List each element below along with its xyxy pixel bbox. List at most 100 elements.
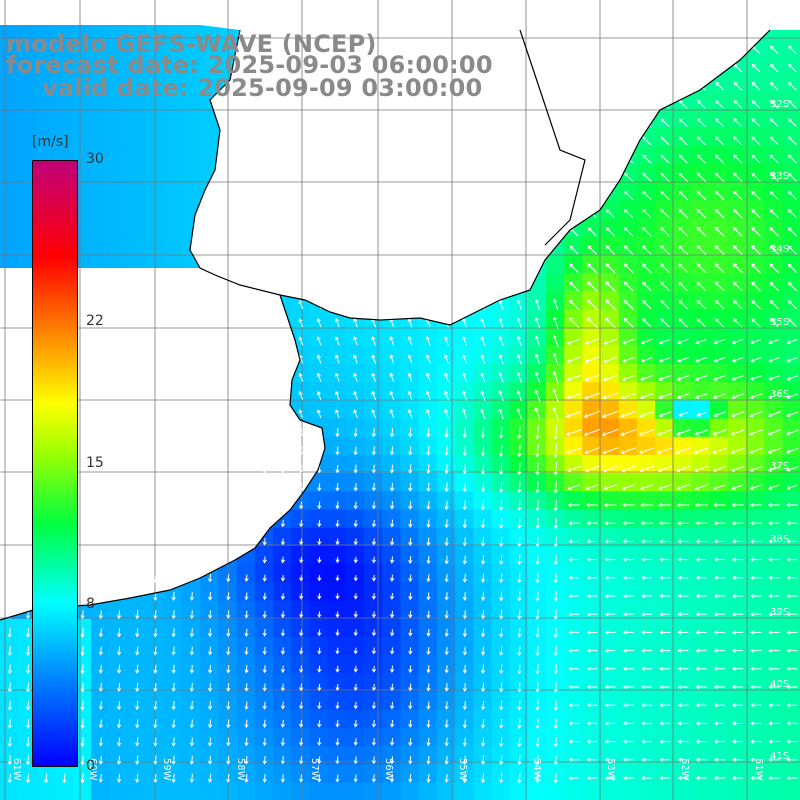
wind-vector	[620, 447, 637, 455]
field-cell	[655, 491, 674, 511]
field-cell	[746, 637, 765, 656]
field-cell	[491, 673, 511, 693]
field-cell	[564, 582, 583, 602]
field-cell	[327, 382, 347, 401]
field-cell	[345, 673, 365, 693]
wind-vector	[678, 318, 688, 328]
field-cell	[764, 364, 784, 383]
wind-vector	[605, 245, 616, 255]
field-cell	[673, 782, 693, 800]
wind-vector	[713, 356, 726, 363]
latitude-label: 34S	[770, 244, 789, 255]
field-cell	[236, 782, 256, 800]
field-cell	[637, 637, 656, 656]
field-cell	[382, 364, 401, 383]
field-cell	[618, 254, 638, 274]
field-cell	[182, 782, 201, 800]
field-cell	[637, 527, 656, 547]
field-cell	[691, 218, 711, 238]
wind-vector	[553, 425, 558, 441]
wind-vector	[552, 298, 559, 311]
field-cell	[436, 655, 456, 674]
field-cell	[709, 600, 729, 620]
field-cell	[746, 600, 765, 620]
field-cell	[709, 764, 729, 784]
longitude-label: 54W	[531, 758, 542, 781]
wind-vector	[498, 444, 504, 457]
field-cell	[309, 382, 329, 401]
field-cell	[127, 691, 147, 711]
wind-vector	[696, 190, 707, 201]
wind-vector	[389, 372, 395, 382]
field-cell	[418, 345, 438, 365]
field-cell	[673, 127, 693, 147]
field-cell	[400, 546, 420, 565]
field-cell	[509, 691, 529, 711]
field-cell	[691, 273, 711, 292]
wind-vector	[676, 429, 690, 436]
wind-vector	[371, 336, 376, 346]
wind-vector	[660, 136, 670, 146]
field-cell	[673, 582, 693, 602]
field-cell	[473, 509, 492, 529]
field-cell	[546, 746, 565, 765]
field-cell	[400, 527, 420, 547]
field-cell	[673, 400, 693, 420]
field-cell	[655, 109, 674, 128]
field-cell	[309, 691, 329, 711]
field-cell	[72, 109, 92, 128]
field-cell	[728, 728, 747, 747]
colorbar-tick-label: 30	[86, 151, 104, 167]
field-cell	[655, 145, 674, 165]
wind-vector	[679, 45, 688, 54]
field-cell	[564, 473, 583, 492]
field-cell	[709, 364, 729, 383]
longitude-label: 61W	[11, 758, 22, 781]
field-cell	[709, 728, 729, 747]
field-cell	[746, 473, 765, 492]
field-cell	[382, 709, 401, 729]
wind-vector	[534, 407, 541, 421]
field-cell	[254, 673, 274, 693]
field-cell	[673, 618, 693, 638]
wind-vector	[353, 354, 358, 364]
field-cell	[709, 618, 729, 638]
field-cell	[109, 145, 128, 165]
field-cell	[491, 655, 511, 674]
field-cell	[345, 746, 365, 765]
field-cell	[455, 582, 474, 602]
field-cell	[564, 655, 583, 674]
wind-vector	[660, 172, 670, 182]
field-cell	[709, 673, 729, 693]
field-cell	[345, 600, 365, 620]
field-cell	[182, 145, 201, 165]
field-cell	[345, 709, 365, 729]
field-cell	[291, 564, 310, 583]
wind-vector	[749, 393, 763, 400]
field-cell	[127, 673, 147, 693]
field-cell	[527, 491, 547, 511]
field-cell	[18, 54, 37, 74]
field-cell	[345, 436, 365, 456]
field-cell	[127, 200, 147, 219]
field-cell	[345, 364, 365, 383]
field-cell	[637, 546, 656, 565]
field-cell	[546, 527, 565, 547]
wind-vector	[713, 375, 726, 381]
field-cell	[127, 72, 147, 92]
field-cell	[764, 637, 784, 656]
field-cell	[436, 709, 456, 729]
wind-vector	[787, 190, 798, 201]
field-cell	[728, 109, 747, 128]
field-cell	[691, 327, 711, 347]
wind-vector	[751, 45, 761, 55]
wind-vector	[696, 299, 707, 310]
wind-vector	[516, 353, 522, 365]
field-cell	[782, 782, 800, 800]
field-cell	[418, 509, 438, 529]
field-cell	[527, 564, 547, 583]
field-cell	[637, 691, 656, 711]
field-cell	[655, 236, 674, 256]
wind-vector	[426, 445, 431, 456]
field-cell	[637, 309, 656, 329]
